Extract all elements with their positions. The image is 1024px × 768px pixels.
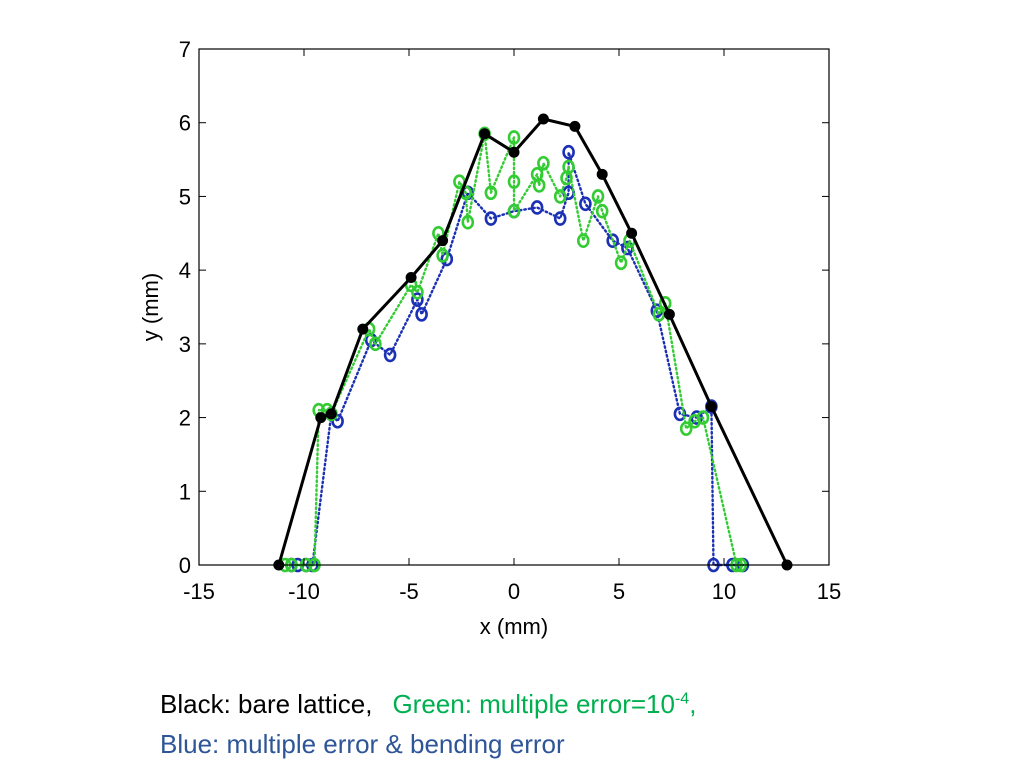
series-0 xyxy=(273,113,793,571)
data-point xyxy=(461,214,475,230)
tick-layer: -15 -10 -5 0 5 10 15 0 1 2 3 4 5 6 7 xyxy=(179,37,841,604)
data-point xyxy=(595,203,609,219)
y-tick-label: 3 xyxy=(179,332,191,357)
caption-green-legend: Green: multiple error=10-4, xyxy=(392,689,696,719)
data-point xyxy=(537,155,550,171)
plot: -15 -10 -5 0 5 10 15 0 1 2 3 4 5 6 7 x (mm) y (mm) xyxy=(138,37,841,639)
data-point xyxy=(679,421,693,436)
data-point xyxy=(437,235,449,247)
caption-green-suffix: , xyxy=(689,689,697,719)
y-tick-label: 5 xyxy=(179,184,191,209)
data-point xyxy=(369,336,382,352)
caption-green-exponent: -4 xyxy=(674,690,690,708)
series-layer xyxy=(273,113,793,573)
data-point xyxy=(411,284,424,300)
x-tick-label: -5 xyxy=(399,579,419,604)
y-tick-label: 7 xyxy=(179,37,191,62)
data-point xyxy=(530,200,544,215)
x-axis-label: x (mm) xyxy=(480,614,548,639)
data-point xyxy=(562,144,575,160)
caption-black-legend: Black: bare lattice, xyxy=(160,689,373,719)
y-tick-label: 2 xyxy=(179,406,191,431)
data-point xyxy=(331,413,344,429)
y-tick-label: 0 xyxy=(179,553,191,578)
data-point xyxy=(357,323,369,335)
y-tick-label: 4 xyxy=(179,258,191,283)
data-point xyxy=(705,401,717,413)
caption-line-1: Black: bare lattice, Green: multiple erro… xyxy=(160,684,696,724)
series-line xyxy=(277,117,789,567)
series-line xyxy=(283,132,742,567)
data-point xyxy=(315,412,327,424)
data-point xyxy=(553,211,567,226)
series-2 xyxy=(278,126,748,573)
data-point xyxy=(508,146,520,158)
y-axis-label: y (mm) xyxy=(138,273,163,341)
x-tick-label: 0 xyxy=(508,579,520,604)
x-tick-label: -15 xyxy=(183,579,215,604)
x-tick-label: -10 xyxy=(288,579,320,604)
data-point xyxy=(614,255,628,271)
data-point xyxy=(626,227,638,239)
caption-blue-legend: Blue: multiple error & bending error xyxy=(160,729,565,759)
caption: Black: bare lattice, Green: multiple erro… xyxy=(160,684,696,764)
x-tick-label: 15 xyxy=(817,579,841,604)
data-point xyxy=(562,159,575,175)
caption-green-text: Green: multiple error=10 xyxy=(392,689,675,719)
data-point xyxy=(606,233,620,248)
data-point xyxy=(405,272,417,284)
data-point xyxy=(579,196,592,212)
data-point xyxy=(484,185,498,201)
data-point xyxy=(436,248,449,263)
data-point xyxy=(696,410,710,425)
x-tick-label: 10 xyxy=(712,579,736,604)
data-point xyxy=(507,174,521,189)
data-point xyxy=(415,307,428,322)
data-point xyxy=(569,120,581,132)
data-point xyxy=(621,240,634,256)
caption-line-2: Blue: multiple error & bending error xyxy=(160,724,696,764)
data-point xyxy=(507,130,521,145)
data-point xyxy=(596,168,608,180)
data-point xyxy=(507,203,521,219)
data-point xyxy=(411,292,424,307)
data-point xyxy=(325,408,337,420)
y-tick-label: 6 xyxy=(179,111,191,136)
plot-frame xyxy=(198,48,830,566)
data-point xyxy=(532,178,546,193)
data-point xyxy=(553,189,567,204)
x-tick-label: 5 xyxy=(613,579,625,604)
data-point xyxy=(591,189,605,204)
data-point xyxy=(479,128,491,140)
data-point xyxy=(484,211,498,226)
data-point xyxy=(537,113,549,125)
data-point xyxy=(658,296,672,311)
data-point xyxy=(576,233,590,248)
data-point xyxy=(663,308,675,320)
y-tick-label: 1 xyxy=(179,479,191,504)
data-point xyxy=(383,347,397,363)
